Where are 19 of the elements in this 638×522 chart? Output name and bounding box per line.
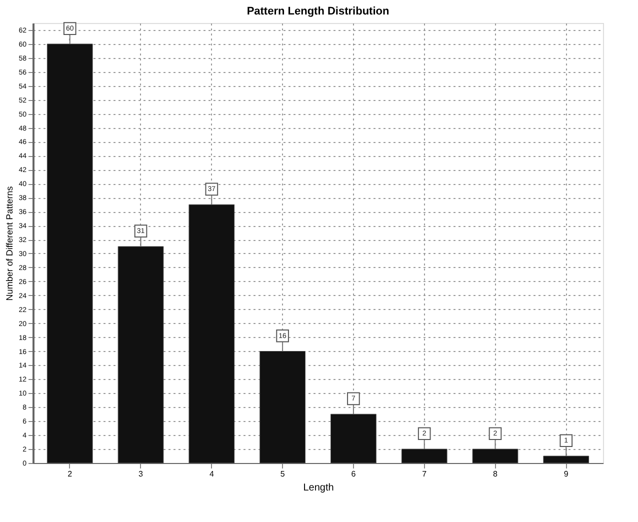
x-tick-label: 2 — [68, 470, 73, 478]
x-tick-label: 8 — [493, 470, 498, 478]
bar — [401, 448, 448, 464]
bar — [118, 246, 164, 464]
x-tick-label: 5 — [280, 470, 286, 478]
x-tick-label: 9 — [564, 470, 569, 478]
bar — [543, 456, 590, 464]
x-tick-label: 6 — [351, 470, 356, 478]
bar — [188, 204, 235, 464]
x-tick-label: 3 — [138, 470, 144, 478]
y-axis-title: Number of Different Patterns — [4, 186, 15, 301]
x-tick-label: 4 — [209, 470, 214, 478]
bar — [472, 448, 518, 464]
bar — [330, 414, 376, 464]
bar — [46, 44, 93, 464]
chart-title: Pattern Length Distribution — [246, 6, 390, 18]
bar — [260, 351, 306, 464]
x-tick-label: 7 — [422, 470, 428, 478]
x-axis-title: Length — [303, 482, 334, 494]
